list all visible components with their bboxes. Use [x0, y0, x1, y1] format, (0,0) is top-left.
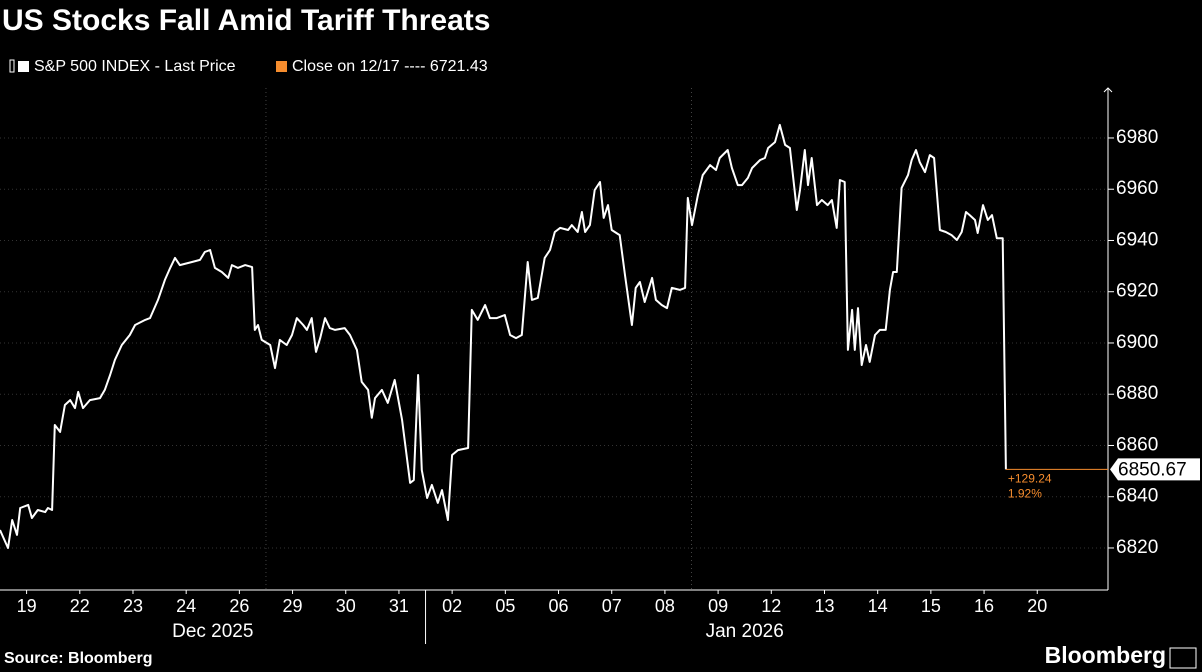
x-tick-label: 23	[123, 596, 143, 616]
x-tick-label: 26	[229, 596, 249, 616]
x-tick-label: 12	[761, 596, 781, 616]
x-tick-label: 29	[283, 596, 303, 616]
brand-icon	[1169, 647, 1197, 669]
y-tick-label: 6820	[1116, 537, 1158, 558]
y-tick-label: 6840	[1116, 486, 1158, 507]
source: Source: Bloomberg	[4, 650, 152, 667]
x-group-label: Jan 2026	[706, 621, 784, 642]
last-value-label: 6850.67	[1118, 459, 1187, 480]
y-tick-label: 6980	[1116, 127, 1158, 148]
x-tick-label: 06	[549, 596, 569, 616]
legend-label: Close on 12/17 ---- 6721.43	[292, 58, 488, 75]
axis-arrow	[1103, 87, 1113, 93]
x-tick-label: 08	[655, 596, 675, 616]
legend-label: S&P 500 INDEX - Last Price	[34, 58, 236, 75]
chart-title: US Stocks Fall Amid Tariff Threats	[2, 4, 490, 37]
y-tick-label: 6940	[1116, 229, 1158, 250]
x-tick-label: 20	[1027, 596, 1047, 616]
legend-swatch	[276, 61, 287, 72]
legend-swatch	[18, 61, 29, 72]
x-tick-label: 22	[70, 596, 90, 616]
x-tick-label: 02	[442, 596, 462, 616]
x-tick-label: 14	[868, 596, 888, 616]
x-tick-label: 30	[336, 596, 356, 616]
x-tick-label: 19	[17, 596, 37, 616]
brand: Bloomberg	[1045, 642, 1166, 668]
y-tick-label: 6860	[1116, 434, 1158, 455]
x-tick-label: 16	[974, 596, 994, 616]
x-tick-label: 05	[495, 596, 515, 616]
x-tick-label: 07	[602, 596, 622, 616]
x-tick-label: 13	[814, 596, 834, 616]
y-tick-label: 6880	[1116, 383, 1158, 404]
line	[0, 123, 1007, 549]
y-tick-label: 6900	[1116, 332, 1158, 353]
x-tick-label: 09	[708, 596, 728, 616]
last-value-box	[1110, 458, 1200, 481]
x-tick-label: 24	[176, 596, 196, 616]
change-pct-label: 1.92%	[1008, 487, 1042, 501]
reference-value: 6721.43	[430, 58, 488, 75]
y-tick-label: 6920	[1116, 281, 1158, 302]
legend-handle	[9, 59, 15, 73]
x-tick-label: 15	[921, 596, 941, 616]
y-tick-label: 6960	[1116, 178, 1158, 199]
reference-label: Close on 12/17 ----	[292, 58, 425, 75]
x-tick-label: 31	[389, 596, 409, 616]
x-group-label: Dec 2025	[172, 621, 253, 642]
change-label: +129.24	[1008, 472, 1052, 486]
